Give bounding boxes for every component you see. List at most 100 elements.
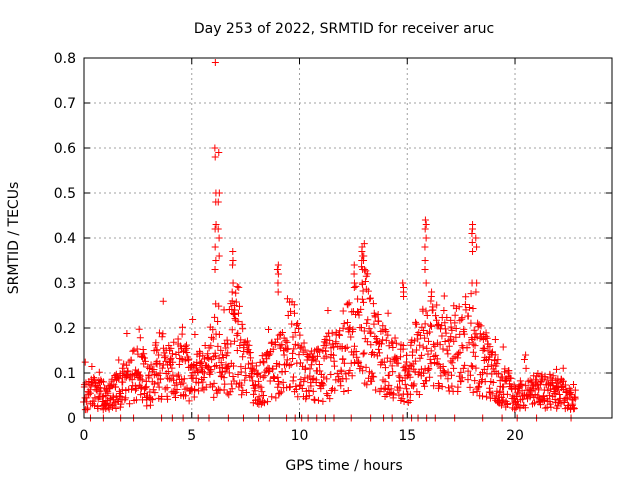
data-point <box>212 257 220 264</box>
data-point <box>368 369 376 377</box>
data-point <box>450 364 458 372</box>
data-point <box>380 358 388 366</box>
y-tick-label: 0.1 <box>54 366 76 382</box>
x-axis-label: GPS time / hours <box>285 458 402 474</box>
data-point <box>447 323 455 331</box>
data-point <box>469 304 477 312</box>
data-point <box>270 374 278 382</box>
data-point <box>518 380 526 388</box>
data-point <box>173 379 181 387</box>
data-point <box>389 368 397 376</box>
y-tick-label: 0 <box>67 411 76 427</box>
data-point <box>473 243 481 251</box>
data-point <box>344 386 352 394</box>
data-point <box>237 336 245 344</box>
data-point <box>95 368 103 376</box>
data-point <box>250 390 258 398</box>
data-point <box>403 358 411 366</box>
data-point <box>179 379 187 387</box>
data-point <box>411 357 419 365</box>
data-point <box>187 385 195 393</box>
data-point <box>322 347 330 355</box>
data-point <box>248 359 256 367</box>
data-point <box>245 341 253 349</box>
data-point <box>333 370 341 378</box>
data-point <box>249 377 257 385</box>
data-point <box>152 370 160 378</box>
data-point <box>151 341 159 349</box>
data-point <box>476 330 484 338</box>
data-point <box>202 383 210 391</box>
data-point <box>195 379 203 387</box>
data-point <box>472 288 480 296</box>
data-point <box>228 288 236 296</box>
data-point <box>458 314 466 322</box>
data-point <box>153 346 161 354</box>
data-point <box>330 351 338 359</box>
data-point <box>289 349 297 357</box>
data-point <box>277 388 285 396</box>
data-point <box>556 378 564 386</box>
data-point <box>400 293 408 300</box>
data-point <box>300 378 308 386</box>
data-point <box>198 384 206 392</box>
data-point <box>374 310 382 318</box>
data-point <box>471 352 479 360</box>
data-point <box>469 225 477 233</box>
data-point <box>249 365 257 373</box>
data-point <box>460 330 468 338</box>
data-point <box>340 359 348 367</box>
data-point <box>352 282 360 290</box>
y-axis-label: SRMTID / TECUs <box>6 182 22 295</box>
data-point <box>155 383 163 391</box>
data-point <box>424 337 432 345</box>
data-point <box>123 330 131 338</box>
data-point <box>438 332 446 340</box>
data-point <box>447 316 455 324</box>
data-point <box>136 334 144 342</box>
data-point <box>157 395 165 403</box>
data-point <box>559 364 567 372</box>
data-point <box>328 329 336 337</box>
data-point <box>90 375 98 383</box>
data-point <box>142 383 150 391</box>
data-point <box>261 399 269 407</box>
data-point <box>372 386 380 394</box>
x-tick-labels: 0 5 10 15 20 <box>80 428 524 444</box>
data-point <box>168 364 176 372</box>
data-point <box>363 381 371 389</box>
data-point <box>283 338 291 346</box>
data-point <box>287 307 295 315</box>
data-point <box>428 322 436 330</box>
data-point <box>444 384 452 392</box>
data-point <box>381 378 389 386</box>
data-point <box>278 329 286 337</box>
data-point <box>248 372 256 380</box>
data-point <box>310 395 318 403</box>
data-point <box>231 337 239 345</box>
data-point <box>234 318 242 326</box>
data-point <box>331 362 339 370</box>
data-point <box>442 329 450 337</box>
data-point <box>204 350 212 358</box>
data-point <box>422 234 430 242</box>
data-point <box>375 345 383 353</box>
data-point <box>454 383 462 391</box>
data-point <box>155 351 163 359</box>
data-point <box>244 360 252 368</box>
data-point <box>197 360 205 368</box>
data-point <box>350 284 358 291</box>
data-point <box>423 311 431 319</box>
data-point <box>290 345 298 353</box>
data-point <box>145 372 153 380</box>
x-tick-label: 15 <box>398 428 416 444</box>
data-point <box>214 317 222 325</box>
data-point <box>135 371 143 379</box>
data-point <box>488 390 496 398</box>
data-point <box>274 270 282 278</box>
data-point <box>229 261 237 269</box>
data-point <box>119 378 127 386</box>
grid-layer <box>84 58 612 418</box>
data-point <box>426 328 434 336</box>
